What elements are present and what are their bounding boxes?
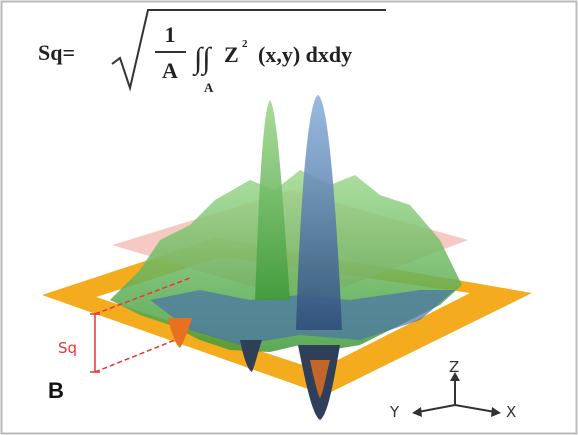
panel-label: B [48, 378, 64, 403]
integrand: Z [224, 42, 239, 67]
axis-x: X [506, 403, 516, 421]
axis-y: Y [389, 403, 400, 421]
axis-z: Z [449, 358, 459, 376]
double-integral: ∫∫ [192, 42, 212, 77]
exponent: 2 [242, 38, 248, 50]
sq-label: Sq [58, 339, 77, 357]
fraction-numerator: 1 [165, 22, 176, 47]
diagram: Sq= 1 A ∫∫ A Z 2 (x,y) dxdy Sq B Z Y X [0, 0, 578, 435]
variables: (x,y) dxdy [258, 42, 352, 67]
fraction-denominator: A [162, 58, 178, 83]
formula-lhs: Sq= [38, 40, 75, 65]
integral-domain: A [204, 80, 214, 95]
